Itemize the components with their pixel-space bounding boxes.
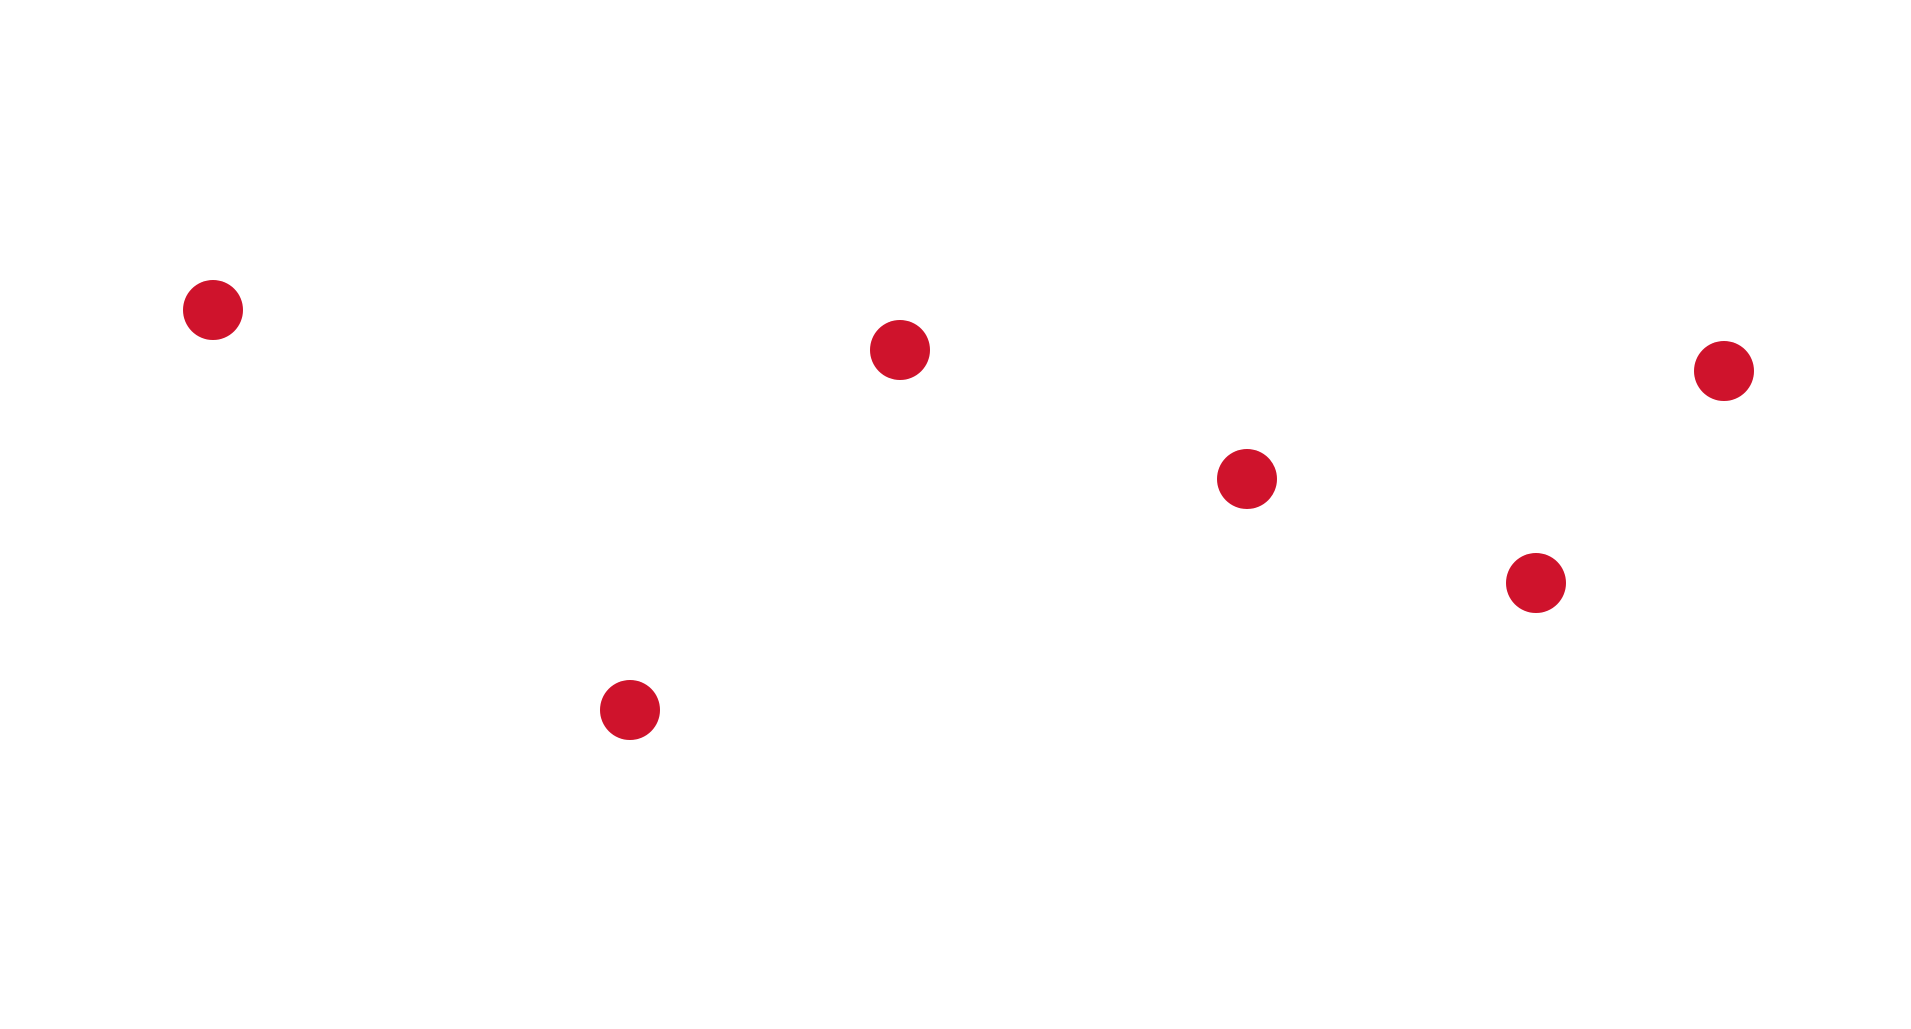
red-dot — [1217, 449, 1277, 509]
red-dot — [870, 320, 930, 380]
red-dot — [183, 280, 243, 340]
red-dot — [1506, 553, 1566, 613]
dots-layer — [183, 280, 1754, 740]
red-dot — [1694, 341, 1754, 401]
red-dot — [600, 680, 660, 740]
